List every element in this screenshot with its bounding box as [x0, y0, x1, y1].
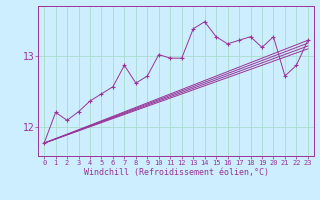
X-axis label: Windchill (Refroidissement éolien,°C): Windchill (Refroidissement éolien,°C) [84, 168, 268, 177]
